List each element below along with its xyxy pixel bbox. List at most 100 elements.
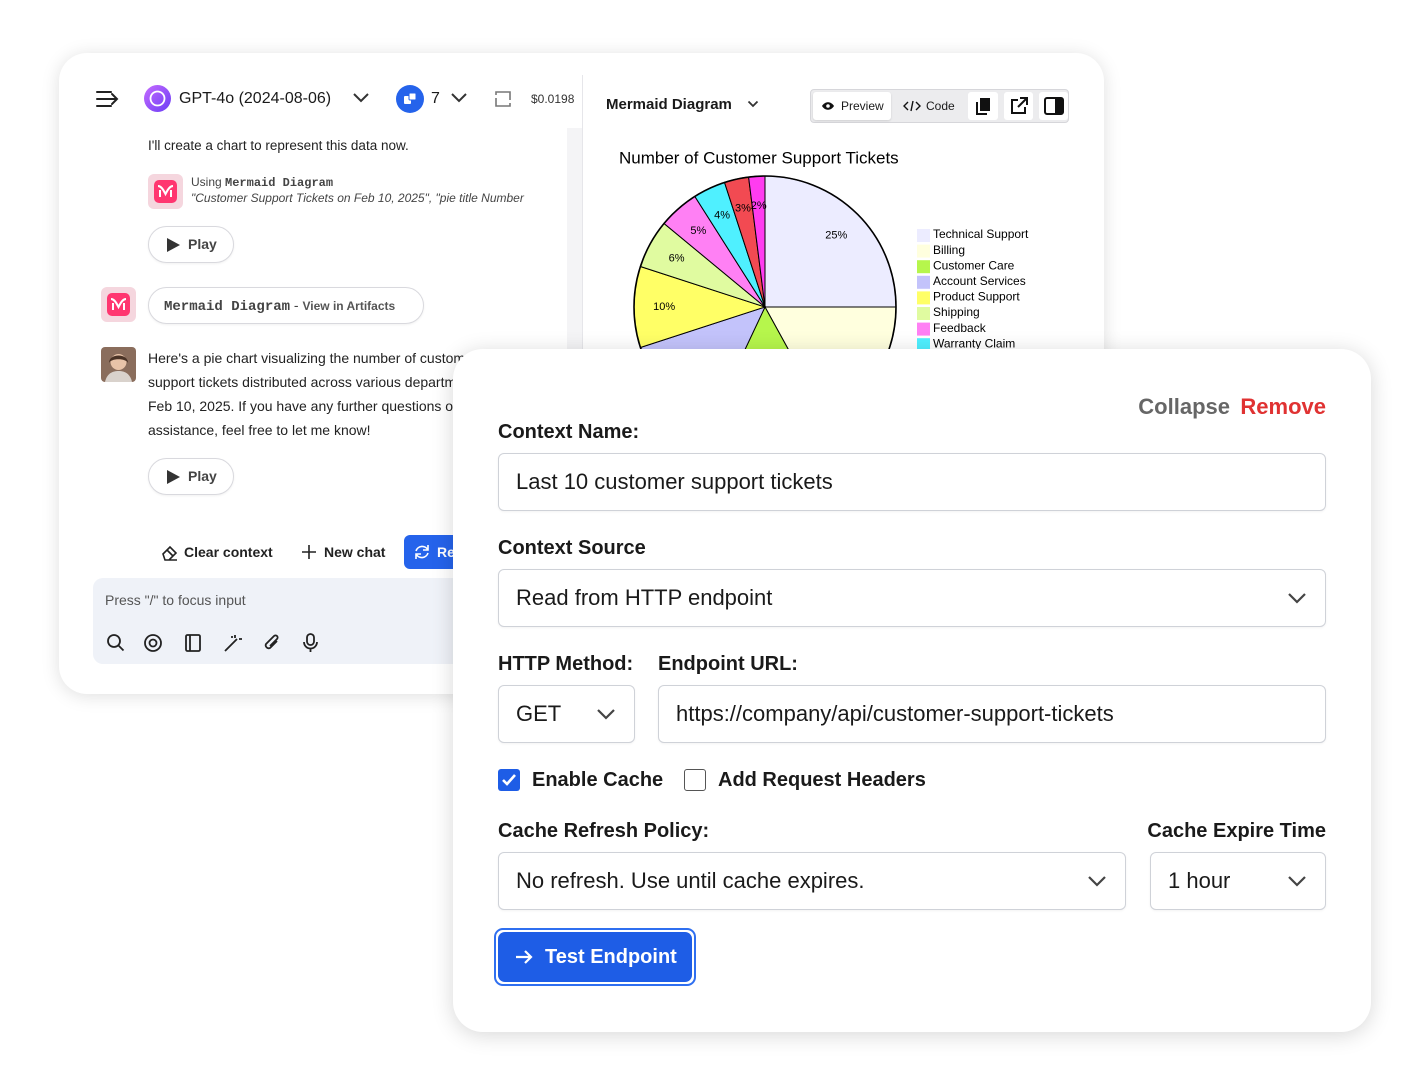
play-button[interactable]: Play bbox=[148, 226, 234, 263]
chevron bbox=[1088, 876, 1106, 887]
tool-args: "Customer Support Tickets on Feb 10, 202… bbox=[191, 191, 524, 205]
tool-count: 7 bbox=[431, 90, 440, 107]
refresh-icon bbox=[415, 545, 429, 559]
text-input[interactable]: https://company/api/customer-support-tic… bbox=[658, 685, 1326, 743]
cost: $0.0198 bbox=[531, 92, 575, 106]
checkbox[interactable] bbox=[498, 769, 520, 791]
tool-use: Using Mermaid Diagram bbox=[191, 174, 333, 191]
code-label: Code bbox=[926, 99, 955, 113]
view-link[interactable]: View in Artifacts bbox=[302, 299, 396, 313]
panel-button[interactable] bbox=[1039, 92, 1068, 120]
slice-label: 25% bbox=[825, 230, 847, 242]
preview-tab[interactable]: Preview bbox=[813, 92, 891, 120]
play-icon bbox=[167, 470, 180, 484]
input-toolbar bbox=[107, 633, 318, 652]
menu-icon[interactable] bbox=[94, 88, 120, 110]
text-input[interactable]: Last 10 customer support tickets bbox=[498, 453, 1326, 511]
compare-icon[interactable] bbox=[493, 89, 513, 109]
play-label: Play bbox=[188, 468, 217, 484]
select[interactable]: Read from HTTP endpoint bbox=[498, 569, 1326, 627]
legend-swatch bbox=[917, 244, 930, 258]
slice-label: 5% bbox=[690, 225, 706, 237]
slice-label: 6% bbox=[669, 252, 685, 264]
select[interactable]: No refresh. Use until cache expires. bbox=[498, 852, 1126, 910]
chart-title: Number of Customer Support Tickets bbox=[619, 148, 899, 167]
chevron bbox=[1288, 593, 1306, 604]
field-label: Endpoint URL: bbox=[658, 653, 798, 675]
check-mark bbox=[502, 774, 516, 786]
model-icon bbox=[144, 85, 171, 112]
artifact-link[interactable]: Mermaid Diagram - View in Artifacts bbox=[148, 287, 424, 324]
message: I'll create a chart to represent this da… bbox=[148, 138, 409, 153]
legend-label: Shipping bbox=[933, 305, 980, 319]
mermaid-icon bbox=[101, 287, 136, 322]
reply: Here's a pie chart visualizing the numbe… bbox=[148, 350, 503, 438]
checkbox-label[interactable]: Add Request Headers bbox=[718, 769, 926, 791]
legend-swatch bbox=[917, 260, 930, 274]
collapse[interactable]: Collapse bbox=[1138, 394, 1230, 419]
select[interactable]: GET bbox=[498, 685, 635, 743]
plus-icon bbox=[302, 545, 316, 559]
legend-swatch bbox=[917, 291, 930, 305]
slice-label: 10% bbox=[653, 301, 675, 313]
legend-label: Product Support bbox=[933, 290, 1020, 304]
artifact-title[interactable]: Mermaid Diagram bbox=[606, 96, 732, 113]
mermaid-icon bbox=[148, 174, 183, 209]
checkbox-label[interactable]: Enable Cache bbox=[532, 769, 664, 791]
slice-label: 3% bbox=[735, 202, 751, 214]
legend-swatch bbox=[917, 322, 930, 336]
checkbox[interactable] bbox=[684, 769, 706, 791]
play-icon bbox=[167, 238, 180, 252]
open-icon bbox=[1011, 97, 1028, 114]
legend-label: Technical Support bbox=[933, 227, 1029, 241]
play-label: Play bbox=[188, 236, 217, 252]
separator: - bbox=[293, 297, 299, 313]
remove[interactable]: Remove bbox=[1240, 394, 1326, 419]
play-button[interactable]: Play bbox=[148, 458, 234, 495]
legend-swatch bbox=[917, 307, 930, 320]
open-button[interactable] bbox=[1004, 92, 1033, 120]
chevron bbox=[597, 709, 615, 720]
legend-swatch bbox=[917, 338, 930, 352]
legend-label: Feedback bbox=[933, 321, 987, 335]
field-label: Cache Expire Time bbox=[1147, 820, 1326, 842]
copy-button[interactable] bbox=[968, 92, 998, 120]
legend-swatch bbox=[917, 229, 930, 242]
artifact-toolbar: Preview Code bbox=[810, 89, 1069, 123]
panel-icon bbox=[1044, 97, 1064, 115]
legend-label: Account Services bbox=[933, 274, 1026, 288]
button-label: Test Endpoint bbox=[545, 946, 677, 968]
slice-label: 4% bbox=[714, 210, 730, 222]
artifact-name: Mermaid Diagram bbox=[164, 299, 291, 315]
chevron[interactable] bbox=[450, 92, 468, 104]
field-label: HTTP Method: bbox=[498, 653, 634, 675]
chevron[interactable] bbox=[352, 92, 370, 104]
test-endpoint-button[interactable]: Test Endpoint bbox=[498, 932, 692, 982]
avatar bbox=[101, 347, 136, 382]
field-label: Context Name: bbox=[498, 421, 640, 443]
slice-label: 2% bbox=[751, 200, 767, 212]
code-tab[interactable]: Code bbox=[897, 92, 963, 120]
artifact-chip: Mermaid Diagram - View in Artifacts bbox=[164, 296, 395, 316]
arrow-icon bbox=[516, 950, 533, 964]
field-label: Context Source bbox=[498, 537, 646, 559]
legend-swatch bbox=[917, 275, 930, 289]
preview-label: Preview bbox=[841, 99, 884, 113]
eye-icon bbox=[822, 102, 834, 110]
focus-ring bbox=[494, 928, 696, 986]
tools-icon bbox=[396, 85, 424, 113]
model-name[interactable]: GPT-4o (2024-08-06) bbox=[179, 90, 332, 107]
copy-icon bbox=[976, 98, 990, 115]
legend-label: Warranty Claim bbox=[933, 336, 1015, 350]
tool-name: Mermaid Diagram bbox=[225, 176, 334, 190]
legend-label: Billing bbox=[933, 243, 965, 257]
select[interactable]: 1 hour bbox=[1150, 852, 1326, 910]
tool-prefix: Using bbox=[191, 175, 222, 189]
chevron bbox=[1288, 876, 1306, 887]
new-chat[interactable]: New chat bbox=[324, 544, 386, 560]
eraser-icon bbox=[162, 545, 178, 561]
code-icon bbox=[903, 100, 921, 112]
clear-context[interactable]: Clear context bbox=[184, 544, 273, 560]
chevron[interactable] bbox=[747, 100, 759, 109]
